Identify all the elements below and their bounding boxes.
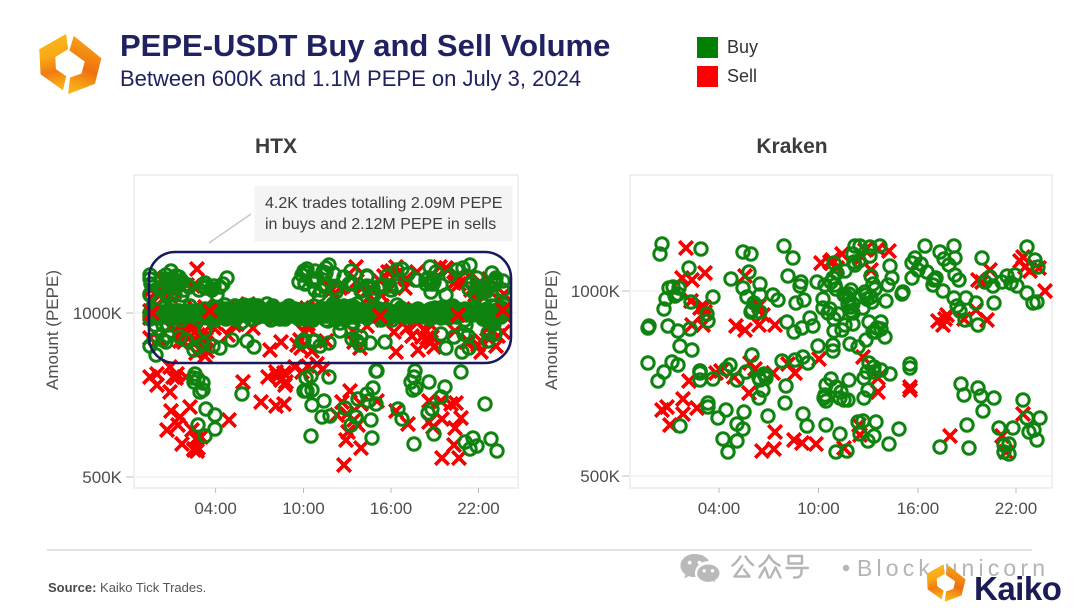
svg-text:Kraken: Kraken (756, 135, 827, 158)
svg-text:Amount (PEPE): Amount (PEPE) (542, 270, 561, 390)
svg-text:04:00: 04:00 (698, 499, 741, 518)
svg-text:16:00: 16:00 (897, 499, 940, 518)
svg-text:HTX: HTX (255, 135, 297, 158)
svg-text:10:00: 10:00 (282, 499, 325, 518)
svg-text:Between 600K and 1.1M PEPE on: Between 600K and 1.1M PEPE on July 3, 20… (120, 66, 581, 91)
svg-text:04:00: 04:00 (194, 499, 237, 518)
svg-text:10:00: 10:00 (797, 499, 840, 518)
svg-text:Sell: Sell (727, 66, 757, 86)
svg-text:PEPE-USDT Buy and Sell Volume: PEPE-USDT Buy and Sell Volume (120, 28, 610, 63)
svg-text:500K: 500K (580, 467, 620, 486)
svg-text:16:00: 16:00 (370, 499, 413, 518)
svg-text:Kaiko: Kaiko (974, 570, 1061, 607)
svg-text:Source: Kaiko Tick Trades.: Source: Kaiko Tick Trades. (48, 580, 206, 595)
svg-text:Amount (PEPE): Amount (PEPE) (43, 270, 62, 390)
svg-text:Buy: Buy (727, 37, 758, 57)
svg-text:22:00: 22:00 (457, 499, 500, 518)
svg-text:1000K: 1000K (571, 282, 621, 301)
svg-text:4.2K trades totalling 2.09M PE: 4.2K trades totalling 2.09M PEPE (265, 195, 502, 212)
svg-text:500K: 500K (82, 468, 122, 487)
svg-text:1000K: 1000K (73, 304, 123, 323)
svg-text:in buys and 2.12M PEPE in sell: in buys and 2.12M PEPE in sells (265, 216, 496, 233)
svg-text:22:00: 22:00 (995, 499, 1038, 518)
